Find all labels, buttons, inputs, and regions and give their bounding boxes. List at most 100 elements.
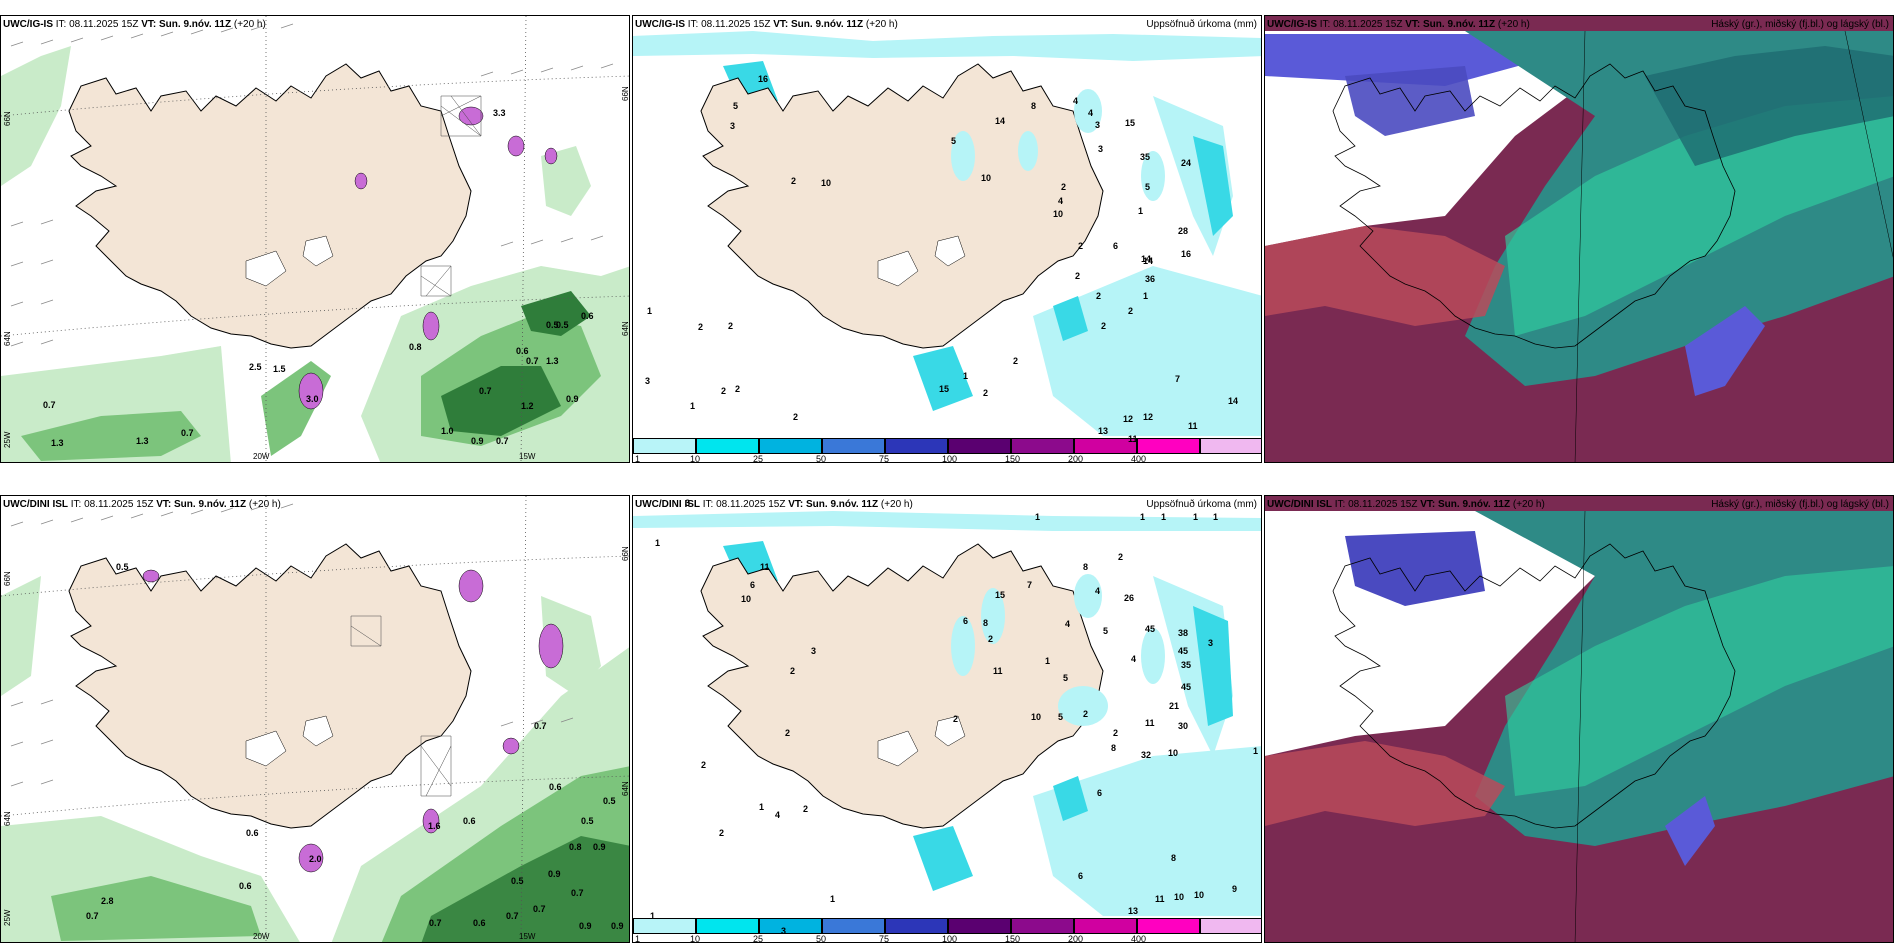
value-label: 24	[1181, 158, 1192, 168]
value-label: 2	[1075, 271, 1081, 281]
legend-tick: 10	[690, 934, 701, 943]
value-label: 0.9	[579, 921, 592, 931]
value-label: 4	[1095, 586, 1101, 596]
legend-tick: 400	[1131, 934, 1147, 943]
value-label: 5	[1058, 712, 1064, 722]
value-label: 2.0	[309, 854, 322, 864]
value-label: 1.6	[428, 821, 441, 831]
value-label: 2	[793, 412, 799, 422]
legend-swatch	[633, 918, 696, 934]
value-label: 1.3	[546, 356, 559, 366]
value-label: 0.5	[603, 796, 616, 806]
panel-title: Uppsöfnuð úrkoma (mm)	[1146, 19, 1257, 30]
legend-swatch	[948, 438, 1011, 454]
panel-dini-cloud-cover: UWC/DINI ISL IT: 08.11.2025 15Z VT: Sun.…	[1264, 495, 1894, 943]
map-canvas	[1, 496, 629, 942]
lat-label-right-64: 64N	[621, 321, 630, 336]
value-label: 4	[1088, 108, 1094, 118]
value-label: 10	[741, 594, 752, 604]
value-label: 10	[821, 178, 832, 188]
value-label: 26	[1124, 593, 1135, 603]
value-label: 0.5	[581, 816, 594, 826]
legend-swatch	[1200, 918, 1261, 934]
value-label: 0.7	[526, 356, 539, 366]
value-label: 6	[1113, 241, 1119, 251]
panel-igis-accum-precip: UWC/IG-IS IT: 08.11.2025 15Z VT: Sun. 9.…	[632, 15, 1262, 463]
value-label: 1	[1143, 291, 1149, 301]
map-canvas	[1, 16, 629, 462]
panel-dini-accum-precip: UWC/DINI ISL IT: 08.11.2025 15Z VT: Sun.…	[632, 495, 1262, 943]
value-label: 1	[1035, 512, 1041, 522]
value-label: 0.9	[548, 869, 561, 879]
value-label: 3.3	[493, 108, 506, 118]
value-label: 0.5	[546, 320, 559, 330]
value-label: 15	[939, 384, 950, 394]
panel-header: UWC/DINI ISL IT: 08.11.2025 15Z VT: Sun.…	[3, 499, 281, 510]
value-label: 8	[1031, 101, 1037, 111]
value-label: 1	[830, 894, 836, 904]
legend-tick: 75	[879, 454, 890, 463]
panel-title: Uppsöfnuð úrkoma (mm)	[1146, 499, 1257, 510]
legend-swatch	[1011, 438, 1074, 454]
value-label: 6	[1097, 788, 1103, 798]
precip-legend: 1 10 25 50 75 100 150 200 400	[633, 438, 1261, 463]
value-label: 6	[750, 580, 756, 590]
value-label: 1.3	[51, 438, 64, 448]
value-label: 2	[721, 386, 727, 396]
value-label: 10	[981, 173, 992, 183]
legend-tick: 200	[1068, 454, 1084, 463]
legend-swatch	[1074, 918, 1137, 934]
value-label: 2	[1061, 182, 1067, 192]
value-label: 0.6	[581, 311, 594, 321]
value-label: 12	[1123, 414, 1134, 424]
legend-tick: 1	[635, 934, 641, 943]
lat-label-64: 64N	[3, 811, 12, 826]
value-label: 1.2	[521, 401, 534, 411]
legend-swatch	[696, 438, 759, 454]
value-label: 0.6	[549, 782, 562, 792]
value-label: 6	[1078, 871, 1084, 881]
value-label: 11	[1128, 434, 1138, 444]
value-label: 1	[963, 371, 969, 381]
value-label: 2	[790, 666, 796, 676]
value-label: 2	[1101, 321, 1107, 331]
value-label: 10	[1194, 890, 1205, 900]
value-label: 14	[1141, 254, 1152, 264]
value-label: 1	[1161, 512, 1167, 522]
panel-header: UWC/IG-IS IT: 08.11.2025 15Z VT: Sun. 9.…	[635, 19, 898, 30]
panel-header: UWC/DINI ISL IT: 08.11.2025 15Z VT: Sun.…	[635, 499, 913, 510]
lat-label-right-64: 64N	[621, 781, 630, 796]
value-label: 0.8	[409, 342, 422, 352]
value-label: 2.5	[249, 362, 262, 372]
value-label: 2	[791, 176, 797, 186]
legend-tick: 150	[1005, 454, 1021, 463]
legend-tick: 10	[690, 454, 701, 463]
value-label: 2	[735, 384, 741, 394]
panel-dini-wind-precip: UWC/DINI ISL IT: 08.11.2025 15Z VT: Sun.…	[0, 495, 630, 943]
legend-tick: 25	[753, 454, 764, 463]
value-label: 0.7	[533, 904, 546, 914]
map-canvas	[633, 496, 1261, 942]
value-label: 3.0	[306, 394, 319, 404]
lat-label-66: 66N	[3, 571, 12, 586]
value-label: 0.6	[246, 828, 259, 838]
value-label: 4	[1065, 619, 1071, 629]
value-label: 7	[1175, 374, 1181, 384]
legend-swatch	[822, 918, 885, 934]
value-label: 3	[645, 376, 651, 386]
value-label: 14	[1143, 256, 1154, 266]
value-label: 2	[1113, 728, 1119, 738]
value-label: 0.8	[569, 842, 582, 852]
value-label: 1	[1213, 512, 1219, 522]
value-label: 4	[1131, 654, 1137, 664]
legend-swatch	[885, 918, 948, 934]
value-label: 11	[1188, 421, 1198, 431]
value-label: 10	[1168, 748, 1179, 758]
legend-tick: 100	[942, 934, 958, 943]
legend-swatch	[885, 438, 948, 454]
lat-label-66: 66N	[3, 111, 12, 126]
value-label: 5	[733, 101, 739, 111]
value-label: 28	[1178, 226, 1189, 236]
value-label: 3	[730, 121, 736, 131]
value-label: 11	[760, 562, 770, 572]
